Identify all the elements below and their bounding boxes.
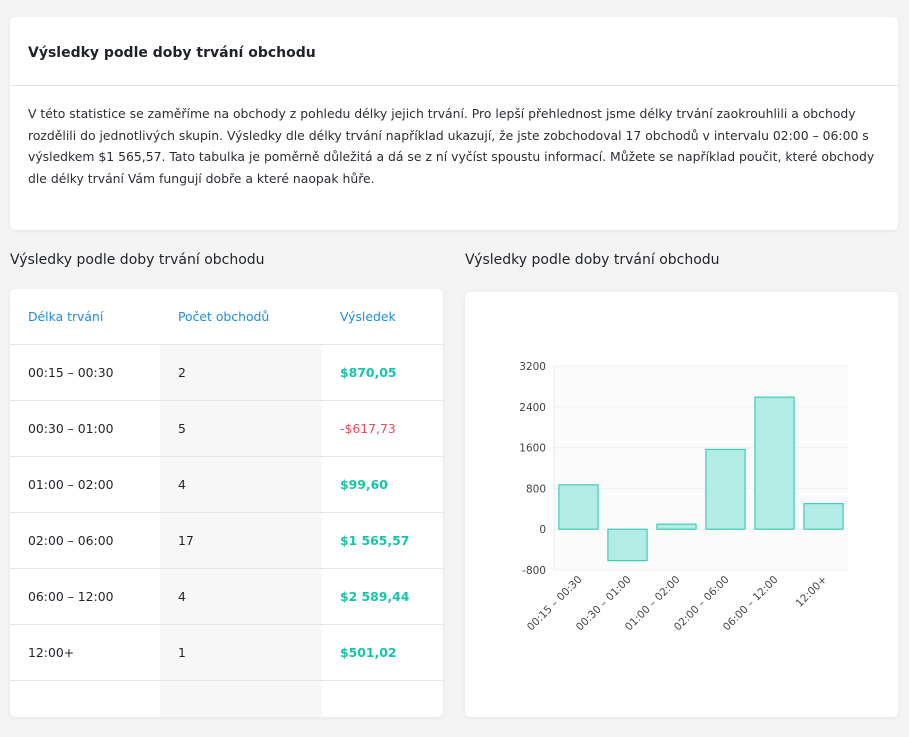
row-duration: 06:00 – 12:00: [28, 589, 114, 604]
row-count: 1: [178, 645, 186, 660]
row-count: 4: [178, 589, 186, 604]
row-count: 4: [178, 477, 186, 492]
bar[interactable]: [705, 448, 746, 530]
bar[interactable]: [656, 523, 697, 530]
plot-area: [554, 366, 848, 570]
row-result: $870,05: [340, 365, 397, 380]
y-tick-label: 3200: [519, 361, 546, 373]
table-header: Délka trvání Počet obchodů Výsledek: [10, 289, 443, 345]
row-count: 2: [178, 365, 186, 380]
x-tick-label: 12:00+: [794, 574, 830, 610]
header-duration[interactable]: Délka trvání: [28, 309, 104, 324]
bar[interactable]: [754, 396, 795, 530]
table-section-title: Výsledky podle doby trvání obchodu: [10, 252, 265, 268]
duration-table: Délka trvání Počet obchodů Výsledek 00:1…: [10, 289, 443, 717]
divider: [10, 85, 898, 86]
table-row: 02:00 – 06:00 17 $1 565,57: [10, 513, 443, 569]
table-row: 00:30 – 01:00 5 -$617,73: [10, 401, 443, 457]
count-column-shade: [160, 345, 322, 717]
row-result: $1 565,57: [340, 533, 410, 548]
row-result: $99,60: [340, 477, 388, 492]
table-row: 06:00 – 12:00 4 $2 589,44: [10, 569, 443, 625]
row-duration: 02:00 – 06:00: [28, 533, 114, 548]
row-count: 5: [178, 421, 186, 436]
intro-title: Výsledky podle doby trvání obchodu: [28, 45, 316, 61]
row-result: $2 589,44: [340, 589, 410, 604]
chart-section-title: Výsledky podle doby trvání obchodu: [465, 252, 720, 268]
row-duration: 01:00 – 02:00: [28, 477, 114, 492]
bar[interactable]: [558, 484, 599, 530]
row-duration: 00:15 – 00:30: [28, 365, 114, 380]
y-tick-label: 0: [539, 524, 546, 536]
y-tick-label: 800: [526, 483, 546, 495]
header-count[interactable]: Počet obchodů: [178, 309, 270, 324]
intro-description: V této statistice se zaměříme na obchody…: [28, 106, 875, 186]
header-result[interactable]: Výsledek: [340, 309, 396, 324]
bar[interactable]: [607, 528, 648, 562]
table-row: 01:00 – 02:00 4 $99,60: [10, 457, 443, 513]
y-tick-label: 1600: [519, 443, 546, 455]
y-tick-label: -800: [522, 565, 546, 577]
table-row: 12:00+ 1 $501,02: [10, 625, 443, 681]
intro-card: Výsledky podle doby trvání obchodu V tét…: [10, 17, 898, 230]
row-duration: 00:30 – 01:00: [28, 421, 114, 436]
row-result: -$617,73: [340, 421, 396, 436]
row-result: $501,02: [340, 645, 397, 660]
row-count: 17: [178, 533, 194, 548]
y-tick-label: 2400: [519, 402, 546, 414]
chart-card: 3200 2400 1600 800 0 -800 00:15 – 00:30 00:30 –…: [465, 292, 898, 717]
table-row: 00:15 – 00:30 2 $870,05: [10, 345, 443, 401]
bar[interactable]: [803, 503, 844, 530]
row-duration: 12:00+: [28, 645, 75, 660]
